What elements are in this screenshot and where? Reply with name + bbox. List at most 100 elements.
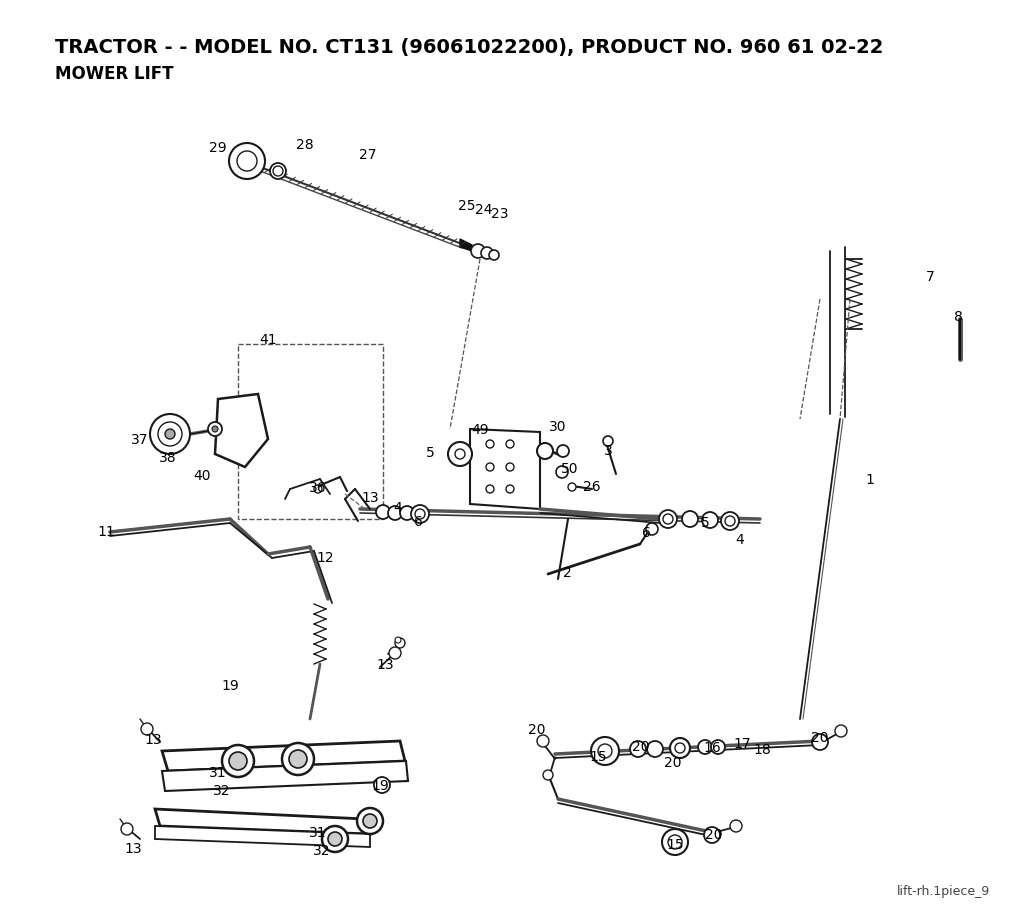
Circle shape [730, 820, 742, 832]
Circle shape [556, 467, 568, 479]
Circle shape [486, 440, 494, 448]
Polygon shape [155, 826, 370, 847]
Text: 29: 29 [209, 141, 226, 154]
Circle shape [489, 251, 499, 261]
Circle shape [506, 463, 514, 471]
Text: 28: 28 [296, 138, 313, 152]
Circle shape [158, 423, 182, 447]
Circle shape [212, 426, 218, 433]
Text: TRACTOR - - MODEL NO. CT131 (96061022200), PRODUCT NO. 960 61 02-22: TRACTOR - - MODEL NO. CT131 (96061022200… [55, 38, 884, 57]
Circle shape [471, 244, 485, 259]
Text: 49: 49 [471, 423, 488, 437]
Text: 1: 1 [865, 472, 874, 486]
Text: 50: 50 [561, 461, 579, 475]
Circle shape [702, 513, 718, 528]
Circle shape [486, 463, 494, 471]
Circle shape [647, 742, 663, 757]
Circle shape [668, 835, 682, 849]
Circle shape [208, 423, 222, 437]
Circle shape [314, 485, 322, 494]
Text: 5: 5 [700, 516, 710, 529]
Circle shape [237, 152, 257, 172]
Text: 19: 19 [221, 678, 239, 692]
Text: 31: 31 [209, 766, 226, 779]
Circle shape [598, 744, 612, 758]
Circle shape [400, 506, 414, 520]
Circle shape [705, 827, 720, 843]
Circle shape [376, 505, 390, 519]
Text: 13: 13 [144, 732, 162, 746]
Text: 31: 31 [309, 825, 327, 839]
Text: 40: 40 [194, 469, 211, 482]
Text: MOWER LIFT: MOWER LIFT [55, 65, 173, 83]
Circle shape [415, 509, 425, 519]
Circle shape [222, 745, 254, 777]
Circle shape [481, 248, 493, 260]
Text: 4: 4 [735, 532, 744, 547]
Circle shape [543, 770, 553, 780]
Text: lift-rh.1piece_9: lift-rh.1piece_9 [897, 884, 990, 897]
Circle shape [721, 513, 739, 530]
Text: 36: 36 [309, 481, 327, 494]
Circle shape [557, 446, 569, 458]
Text: 30: 30 [549, 420, 566, 434]
Circle shape [603, 437, 613, 447]
Text: 20: 20 [528, 722, 546, 736]
Circle shape [273, 167, 283, 176]
Text: 32: 32 [313, 843, 331, 857]
Text: 11: 11 [97, 525, 115, 539]
Polygon shape [470, 429, 540, 509]
Text: 13: 13 [124, 841, 141, 855]
Circle shape [812, 734, 828, 750]
Circle shape [675, 743, 685, 754]
Circle shape [698, 740, 712, 754]
Text: 16: 16 [703, 740, 721, 754]
Polygon shape [155, 809, 370, 834]
Text: 3: 3 [603, 444, 612, 458]
Circle shape [568, 483, 575, 492]
Text: 15: 15 [589, 749, 607, 763]
Circle shape [659, 510, 677, 528]
Circle shape [711, 740, 725, 754]
Text: 4: 4 [393, 501, 402, 515]
Text: 23: 23 [492, 207, 509, 221]
Text: 41: 41 [259, 333, 276, 346]
Text: 12: 12 [316, 550, 334, 564]
Circle shape [591, 737, 618, 766]
Text: 13: 13 [361, 491, 379, 505]
Circle shape [486, 485, 494, 494]
Circle shape [395, 639, 406, 648]
Text: 26: 26 [584, 480, 601, 494]
Circle shape [165, 429, 175, 439]
Circle shape [389, 647, 401, 659]
Polygon shape [162, 742, 406, 771]
Circle shape [328, 832, 342, 846]
Circle shape [646, 524, 658, 536]
Text: 25: 25 [459, 199, 476, 213]
Circle shape [662, 829, 688, 855]
Circle shape [282, 743, 314, 775]
Text: 37: 37 [131, 433, 148, 447]
Text: 27: 27 [359, 148, 377, 162]
Text: 6: 6 [642, 526, 650, 539]
Polygon shape [215, 394, 268, 468]
Text: 38: 38 [159, 450, 177, 464]
Circle shape [357, 808, 383, 834]
Text: 13: 13 [376, 657, 394, 671]
Circle shape [374, 777, 390, 793]
Text: 19: 19 [371, 778, 389, 792]
Text: 20: 20 [665, 755, 682, 769]
Text: 8: 8 [953, 310, 963, 323]
Text: 32: 32 [213, 783, 230, 797]
Text: 24: 24 [475, 203, 493, 217]
Text: 20: 20 [632, 739, 650, 754]
Circle shape [663, 515, 673, 525]
Circle shape [455, 449, 465, 460]
Circle shape [121, 823, 133, 835]
Circle shape [229, 144, 265, 180]
Circle shape [537, 444, 553, 460]
Circle shape [670, 738, 690, 758]
Circle shape [411, 505, 429, 524]
Text: 20: 20 [706, 827, 723, 841]
Text: 6: 6 [414, 515, 423, 528]
